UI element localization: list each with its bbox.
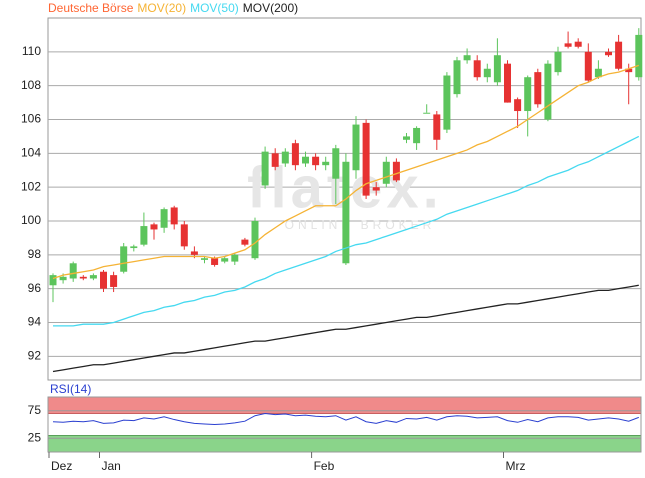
candle-body <box>281 151 289 164</box>
candle-body <box>291 143 299 166</box>
candle-body <box>342 161 350 264</box>
candle-body <box>150 224 158 230</box>
candle-body <box>605 51 612 56</box>
y-tick-label: 106 <box>21 112 41 126</box>
candle-body <box>574 41 582 47</box>
candle-body <box>332 148 340 179</box>
candle-body <box>493 55 501 83</box>
candle-body <box>392 161 400 181</box>
ma-line <box>52 64 640 280</box>
legend-entry: MOV(200) <box>243 1 298 15</box>
candle-body <box>352 124 360 171</box>
candle-body <box>170 207 178 225</box>
y-tick-label: 75 <box>28 403 42 417</box>
candle-body <box>221 258 229 262</box>
candle-body <box>261 151 269 186</box>
y-tick-label: 102 <box>21 179 41 193</box>
candle-body <box>120 246 128 272</box>
candle-body <box>211 258 219 265</box>
candle-body <box>544 63 552 120</box>
candle-body <box>312 156 320 166</box>
rsi-line <box>52 412 639 426</box>
candle-body <box>49 275 57 286</box>
y-tick-label: 94 <box>28 315 42 329</box>
candle-body <box>322 161 330 166</box>
candle-body <box>110 275 118 287</box>
candle-body <box>594 68 602 78</box>
candle-body <box>615 41 623 69</box>
candle-body <box>524 77 532 112</box>
candle-body <box>100 271 107 289</box>
candle-body <box>514 99 522 112</box>
candle-body <box>160 209 168 228</box>
legend-entry: Deutsche Börse <box>48 1 134 15</box>
candle-body <box>504 63 511 103</box>
x-tick-label: Dez <box>51 459 72 473</box>
candle-body <box>231 254 239 262</box>
candle-body <box>443 75 451 130</box>
candle-body <box>584 51 592 81</box>
candle-body <box>130 246 138 249</box>
candle-body <box>201 258 208 260</box>
candle-body <box>635 34 643 78</box>
watermark-sub: ONLINE BROKER <box>285 218 436 232</box>
candle-body <box>564 43 572 47</box>
candle-body <box>403 136 410 140</box>
candle-body <box>413 127 421 144</box>
candle-body <box>463 55 471 61</box>
candle-body <box>423 112 431 114</box>
candle-body <box>190 251 198 255</box>
candle-body <box>271 153 279 167</box>
candle-body <box>89 275 97 279</box>
candle-body <box>69 263 77 279</box>
candle-body <box>362 122 370 196</box>
candle-body <box>625 68 633 73</box>
candle-body <box>473 60 481 78</box>
candle-body <box>372 187 380 191</box>
candle-body <box>382 161 390 184</box>
x-tick-label: Feb <box>314 459 335 473</box>
legend: Deutsche Börse MOV(20) MOV(50) MOV(200) <box>48 1 298 15</box>
panel-title: RSI(14) <box>50 382 91 396</box>
y-tick-label: 110 <box>22 44 41 58</box>
y-tick-label: 100 <box>21 213 41 227</box>
candle-body <box>554 51 562 73</box>
x-tick-label: Jan <box>102 459 121 473</box>
y-tick-label: 92 <box>28 348 42 362</box>
legend-entry: MOV(50) <box>190 1 239 15</box>
y-tick-label: 108 <box>21 78 41 92</box>
ma-line <box>52 284 639 373</box>
candle-body <box>483 68 491 78</box>
candle-body <box>140 226 148 245</box>
x-tick-label: Mrz <box>506 459 526 473</box>
ma-line <box>53 135 640 327</box>
y-tick-label: 25 <box>28 430 42 444</box>
candle-body <box>534 72 542 105</box>
y-tick-label: 96 <box>28 281 42 295</box>
y-tick-label: 104 <box>21 145 41 159</box>
candle-body <box>79 276 87 279</box>
candle-body <box>453 60 461 95</box>
candle-body <box>59 276 67 281</box>
candle-body <box>302 156 309 164</box>
legend-entry: MOV(20) <box>137 1 186 15</box>
plot-border <box>47 396 642 453</box>
candle-body <box>180 224 188 247</box>
candle-body <box>241 239 249 245</box>
y-tick-label: 98 <box>28 247 42 261</box>
candle-body <box>251 220 259 259</box>
candle-body <box>433 114 441 140</box>
